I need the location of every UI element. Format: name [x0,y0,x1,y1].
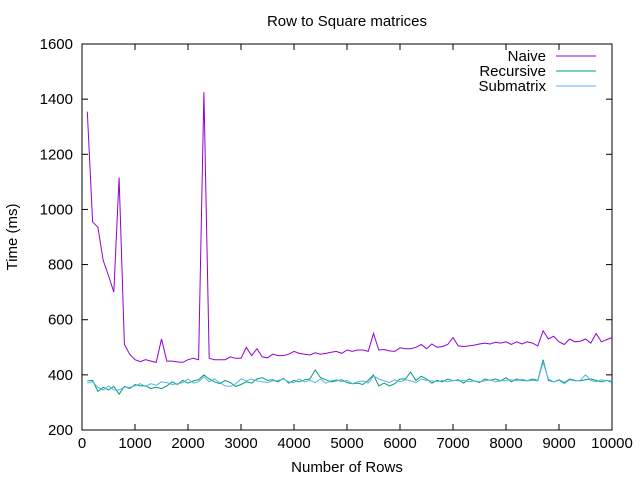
x-tick: 10000 [591,44,633,452]
y-tick: 1200 [40,146,612,163]
x-tick-label: 6000 [383,435,416,452]
x-tick-label: 5000 [330,435,363,452]
x-tick-label: 8000 [489,435,522,452]
x-tick: 0 [78,44,86,452]
x-tick: 5000 [330,44,364,452]
plot-frame [81,43,613,431]
y-tick-label: 400 [48,367,73,384]
y-tick: 1400 [40,91,612,108]
x-tick-label: 0 [78,435,86,452]
series-line-submatrix [87,360,613,391]
legend-item-recursive: Recursive [479,63,596,80]
legend-label: Recursive [479,63,546,80]
y-tick-label: 1000 [40,201,73,218]
x-tick-label: 10000 [591,435,633,452]
y-tick: 1600 [40,36,612,53]
x-tick-label: 3000 [224,435,257,452]
y-tick-label: 1200 [40,146,73,163]
x-axis: 0 1000 2000 3000 4000 5000 6000 7000 8000 9000 100… [78,44,633,452]
series-line-naive [86,92,613,364]
chart-title: Row to Square matrices [267,13,427,30]
x-tick: 4000 [277,44,311,452]
x-tick: 3000 [224,44,258,452]
y-tick-label: 600 [48,312,73,329]
x-tick: 7000 [436,44,470,452]
x-axis-title: Number of Rows [291,459,403,476]
x-tick: 1000 [118,44,152,452]
legend-item-naive: Naive [508,48,596,65]
y-tick: 800 [48,257,612,274]
y-tick: 600 [48,312,612,329]
y-tick-label: 1400 [40,91,73,108]
x-tick-label: 4000 [277,435,310,452]
x-tick: 8000 [489,44,523,452]
y-tick: 1000 [40,201,612,218]
y-tick-label: 1600 [40,36,73,53]
x-tick-label: 7000 [436,435,469,452]
x-tick: 2000 [171,44,205,452]
y-axis-title: Time (ms) [4,204,21,271]
legend-label: Naive [508,48,546,65]
y-tick: 400 [48,367,612,384]
legend-label: Submatrix [478,78,546,95]
x-tick: 6000 [383,44,417,452]
y-tick-label: 800 [48,257,73,274]
x-tick-label: 9000 [542,435,575,452]
x-tick: 9000 [542,44,576,452]
x-tick-label: 2000 [171,435,204,452]
legend-item-submatrix: Submatrix [478,78,596,95]
series-lines [86,92,613,396]
x-tick-label: 1000 [118,435,151,452]
series-line-recursive [87,359,613,396]
y-tick-label: 200 [48,422,73,439]
y-axis: 200 400 600 800 1000 1200 1400 1600 [40,36,612,439]
y-tick: 200 [48,422,612,439]
